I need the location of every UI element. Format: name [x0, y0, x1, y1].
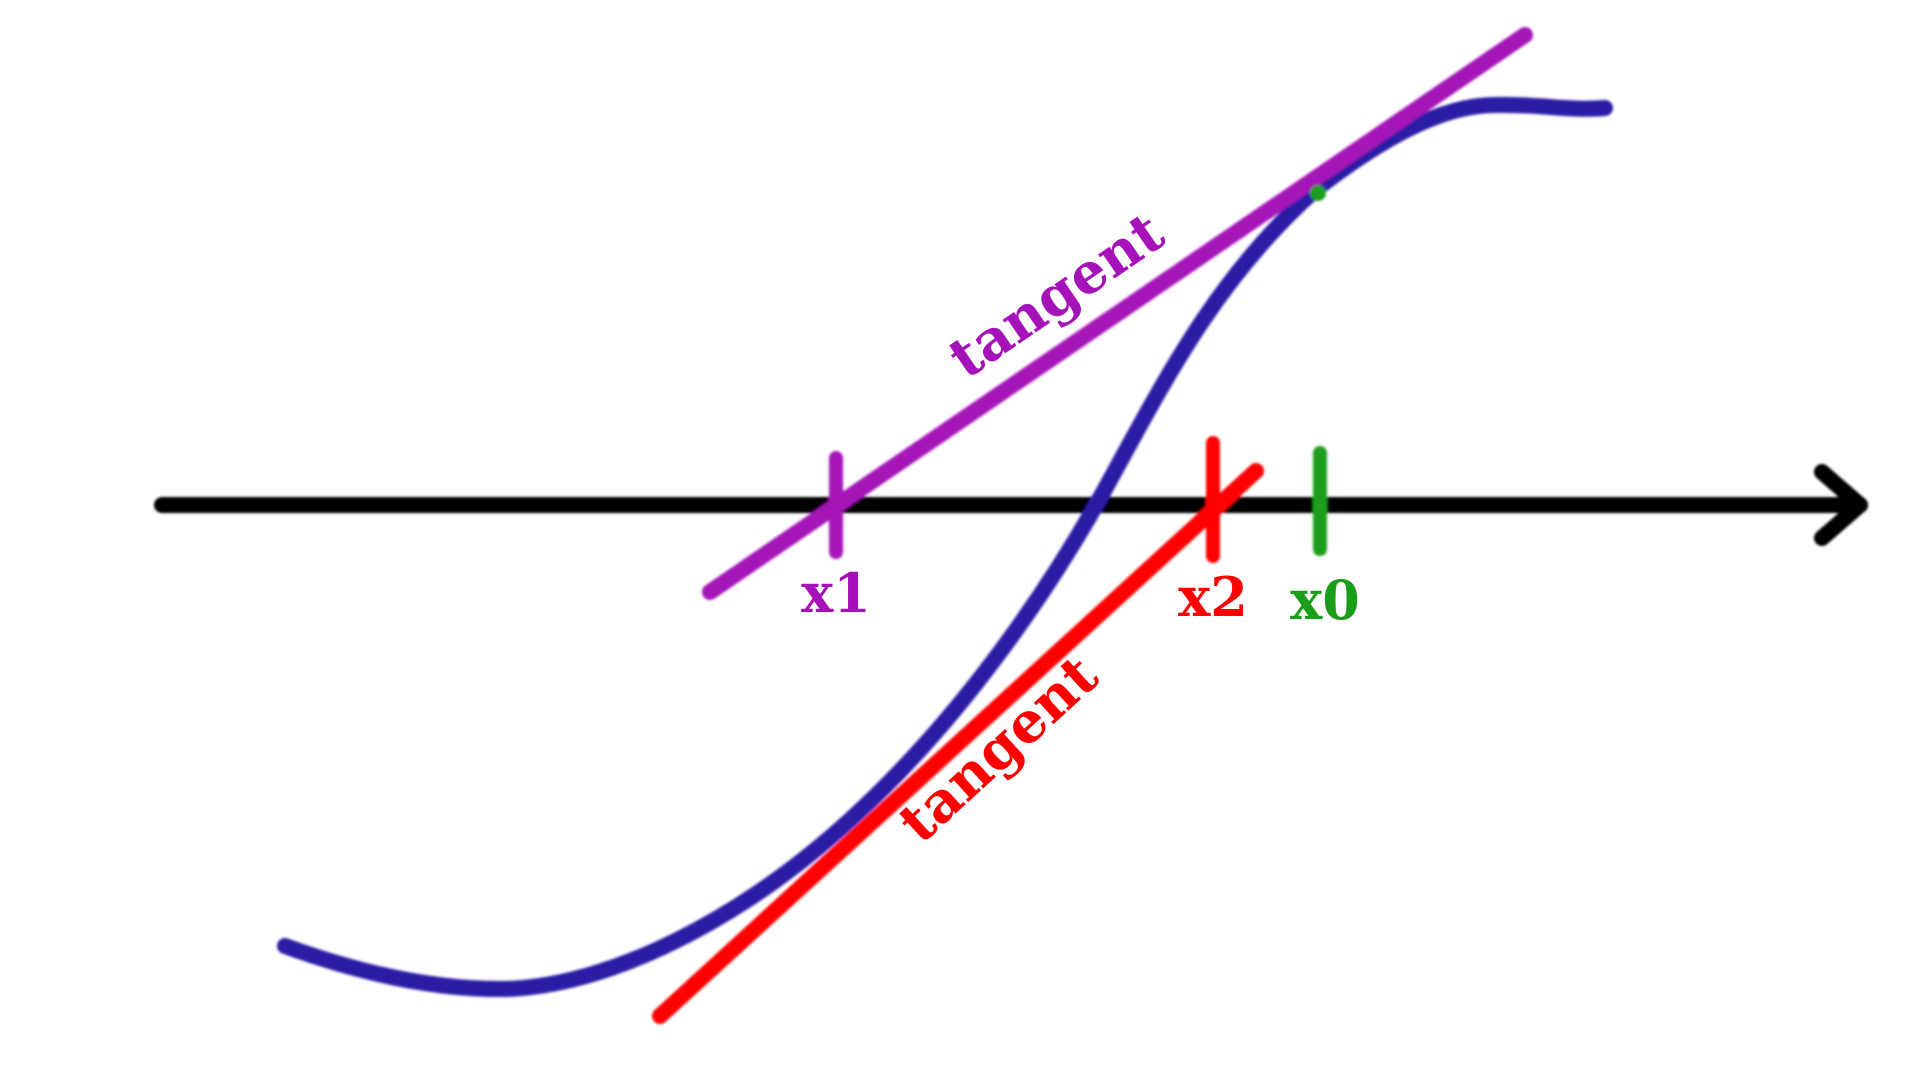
x0-curve-point	[1310, 185, 1326, 201]
x-axis	[154, 464, 1868, 546]
x1-label: x1	[801, 561, 871, 625]
tangent-line-at-x1	[652, 463, 1264, 1024]
x2-label: x2	[1178, 565, 1248, 629]
tangent-line-at-x0	[702, 27, 1533, 600]
function-curve	[277, 96, 1613, 998]
x-axis-arrowhead	[1814, 464, 1868, 546]
x0-label: x0	[1290, 568, 1360, 632]
